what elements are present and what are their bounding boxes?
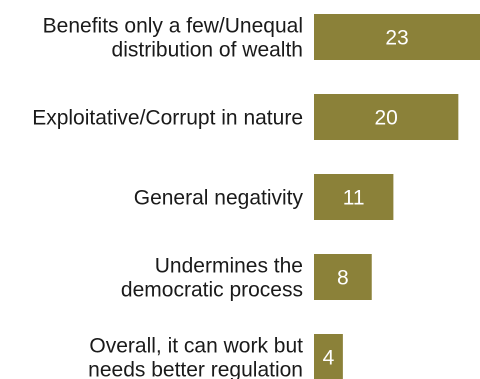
category-label: democratic process <box>121 279 303 302</box>
bar-data-label: 11 <box>343 187 365 210</box>
bar <box>314 334 343 379</box>
category-label: General negativity <box>134 187 304 210</box>
chart-row: 23 Benefits only a few/Unequaldistributio… <box>43 14 480 62</box>
category-label: Benefits only a few/Unequal <box>43 15 303 38</box>
chart-rows: 23 Benefits only a few/Unequaldistributio… <box>32 14 480 379</box>
category-label: Overall, it can work but <box>89 335 303 358</box>
bar-data-label: 20 <box>374 107 397 130</box>
bar <box>314 14 480 60</box>
bar-data-label: 23 <box>385 27 408 50</box>
bar <box>314 94 459 140</box>
category-label: needs better regulation <box>88 359 303 379</box>
category-label: distribution of wealth <box>112 39 303 62</box>
chart-row: 11 General negativity <box>134 174 394 220</box>
category-label: Exploitative/Corrupt in nature <box>32 107 303 130</box>
bar-data-label: 8 <box>337 267 349 290</box>
bar <box>314 254 372 300</box>
bar <box>314 174 394 220</box>
chart-row: 20 Exploitative/Corrupt in nature <box>32 94 459 140</box>
category-label: Undermines the <box>155 255 303 278</box>
bar-data-label: 4 <box>323 347 335 370</box>
